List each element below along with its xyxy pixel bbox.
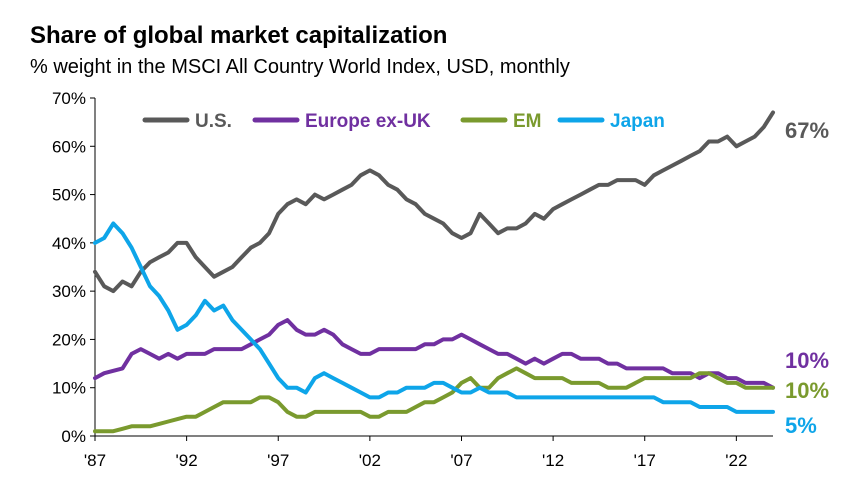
- legend-label: Europe ex-UK: [305, 111, 431, 132]
- end-value-label: 67%: [785, 118, 829, 143]
- series-line-u-s-: [93, 110, 775, 294]
- x-tick-label: '17: [634, 451, 656, 470]
- y-tick-label: 60%: [52, 137, 86, 156]
- y-tick-label: 30%: [52, 282, 86, 301]
- end-value-label: 10%: [785, 348, 829, 373]
- y-tick-label: 40%: [52, 234, 86, 253]
- x-tick-label: '97: [267, 451, 289, 470]
- chart-subtitle: % weight in the MSCI All Country World I…: [30, 56, 570, 78]
- y-tick-label: 50%: [52, 186, 86, 205]
- legend-label: EM: [513, 111, 542, 132]
- y-tick-label: 0%: [61, 427, 86, 446]
- x-tick-label: '92: [176, 451, 198, 470]
- series-line-europe-ex-uk: [93, 318, 775, 390]
- series-line-japan: [93, 221, 775, 414]
- end-value-label: 5%: [785, 413, 817, 438]
- legend-label: Japan: [610, 111, 665, 132]
- y-tick-label: 10%: [52, 379, 86, 398]
- end-value-label: 10%: [785, 378, 829, 403]
- x-tick-label: '22: [725, 451, 747, 470]
- series-line-em: [93, 366, 775, 434]
- x-tick-label: '07: [450, 451, 472, 470]
- x-tick-label: '02: [359, 451, 381, 470]
- y-tick-label: 20%: [52, 330, 86, 349]
- y-tick-label: 70%: [52, 89, 86, 108]
- chart-title: Share of global market capitalization: [30, 22, 448, 49]
- legend-label: U.S.: [195, 111, 232, 132]
- x-tick-label: '12: [542, 451, 564, 470]
- x-tick-label: '87: [84, 451, 106, 470]
